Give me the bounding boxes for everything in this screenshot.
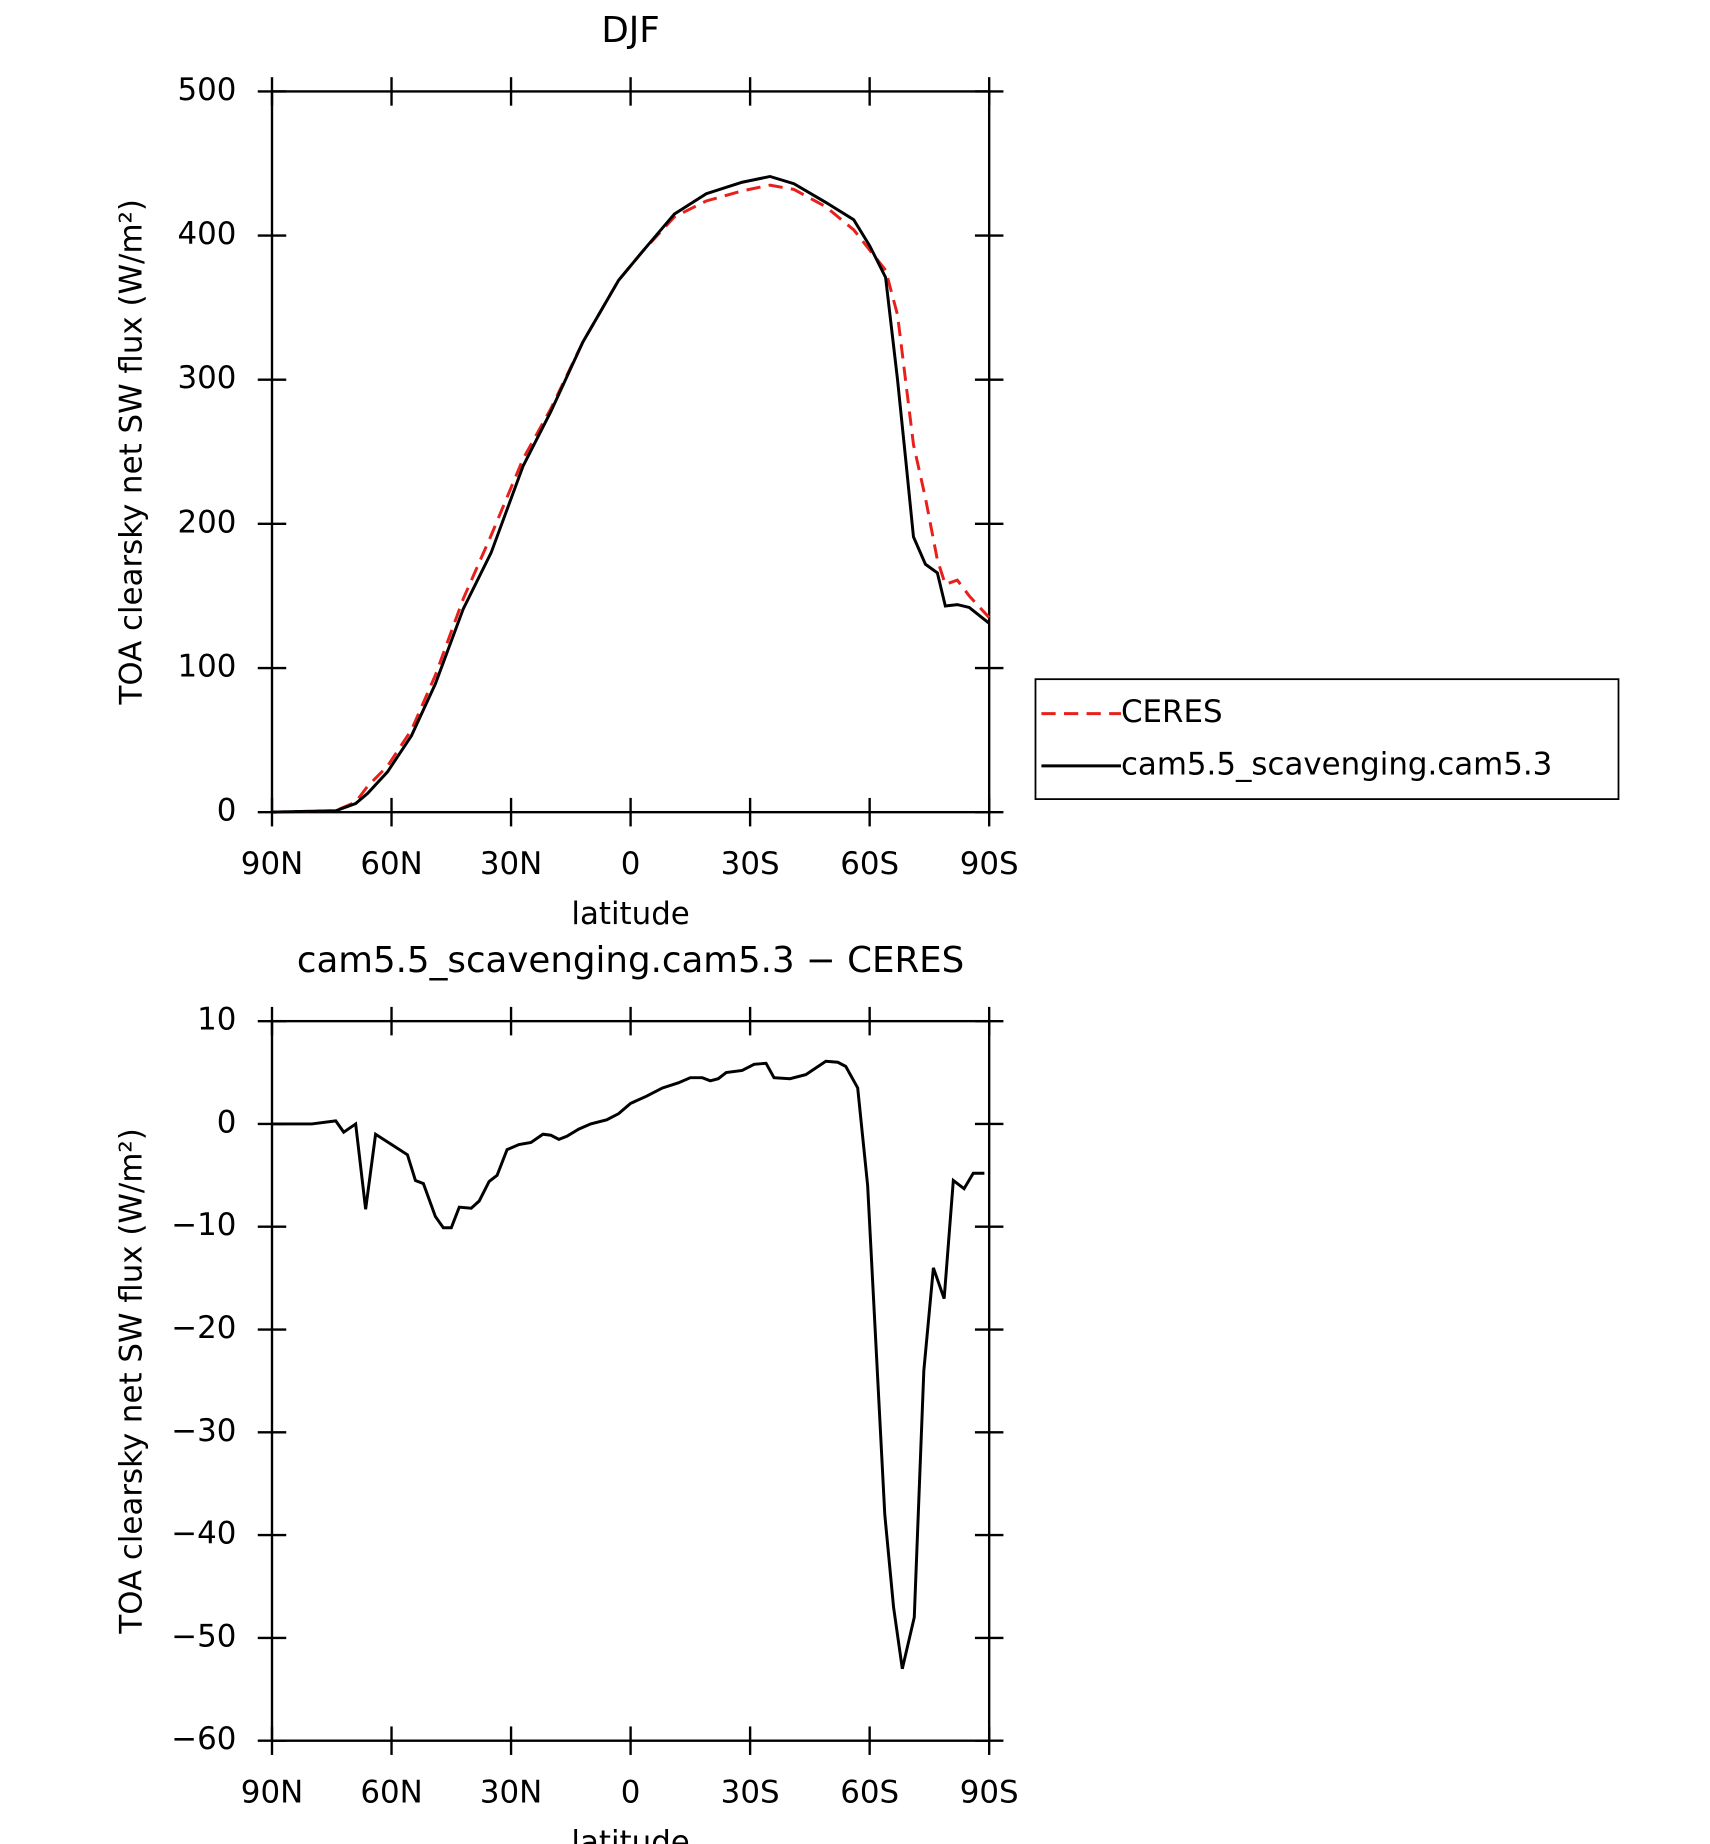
plot-frame bbox=[270, 1019, 991, 1742]
y-tick-label: 0 bbox=[217, 793, 237, 829]
x-axis-label: latitude bbox=[571, 896, 689, 932]
x-axis-label: latitude bbox=[571, 1825, 689, 1844]
x-tick-label: 90N bbox=[241, 1775, 303, 1811]
y-axis-label: TOA clearsky net SW flux (W/m²) bbox=[114, 1128, 150, 1634]
x-tick-label: 90S bbox=[960, 846, 1019, 882]
y-tick-label: 300 bbox=[177, 360, 236, 396]
y-tick-label: −30 bbox=[171, 1413, 236, 1449]
y-tick-label: 200 bbox=[177, 504, 236, 540]
y-tick-label: −20 bbox=[171, 1310, 236, 1346]
x-tick-label: 0 bbox=[621, 1775, 641, 1811]
x-tick-label: 90N bbox=[241, 846, 303, 882]
series-line bbox=[271, 183, 991, 814]
x-tick-label: 30S bbox=[721, 1775, 780, 1811]
legend-label: CERES bbox=[1121, 694, 1223, 730]
legend-box bbox=[1034, 678, 1620, 800]
x-tick-label: 60N bbox=[360, 846, 422, 882]
y-tick-label: 100 bbox=[177, 649, 236, 685]
x-tick-label: 60S bbox=[840, 1775, 899, 1811]
chart-title: cam5.5_scavenging.cam5.3 − CERES bbox=[297, 940, 964, 981]
x-tick-label: 60N bbox=[360, 1775, 422, 1811]
data-line bbox=[271, 1059, 985, 1670]
x-tick-label: 60S bbox=[840, 846, 899, 882]
y-tick-label: −50 bbox=[171, 1618, 236, 1654]
x-tick-label: 90S bbox=[960, 1775, 1019, 1811]
plot-frame bbox=[270, 90, 991, 814]
x-tick-label: 0 bbox=[621, 846, 641, 882]
y-tick-label: 10 bbox=[197, 1002, 236, 1038]
x-tick-label: 30N bbox=[480, 1775, 542, 1811]
y-tick-label: 500 bbox=[177, 72, 236, 108]
chart-title: DJF bbox=[601, 10, 659, 51]
y-tick-label: −10 bbox=[171, 1207, 236, 1243]
y-tick-label: 0 bbox=[217, 1104, 237, 1140]
x-tick-label: 30S bbox=[721, 846, 780, 882]
series-line bbox=[271, 174, 991, 814]
y-tick-label: 400 bbox=[177, 216, 236, 252]
legend-label: cam5.5_scavenging.cam5.3 bbox=[1121, 746, 1552, 782]
y-tick-label: −60 bbox=[171, 1721, 236, 1757]
x-tick-label: 30N bbox=[480, 846, 542, 882]
y-tick-label: −40 bbox=[171, 1516, 236, 1552]
y-axis-label: TOA clearsky net SW flux (W/m²) bbox=[114, 199, 150, 705]
